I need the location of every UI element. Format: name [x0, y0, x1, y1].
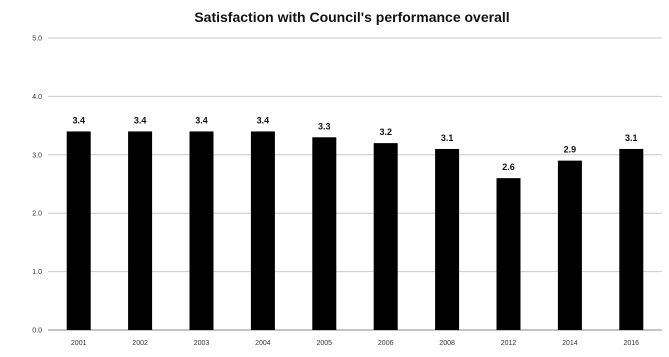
x-tick-label-2004: 2004	[255, 340, 271, 347]
data-label-2005: 3.3	[318, 121, 331, 131]
bar-2001	[66, 131, 91, 330]
data-label-2004: 3.4	[257, 115, 270, 125]
data-label-2014: 2.9	[564, 145, 577, 155]
x-tick-label-2005: 2005	[317, 340, 333, 347]
data-labels: 3.4 3.4 3.4 3.4 3.3 3.2 3.1 2.6 2.9 3.1	[72, 115, 637, 172]
data-label-2002: 3.4	[134, 115, 147, 125]
y-tick-label: 4.0	[32, 94, 42, 101]
x-tick-label-2014: 2014	[562, 340, 578, 347]
x-tick-label-2001: 2001	[71, 340, 87, 347]
bar-2014	[557, 160, 582, 330]
bar-2006	[373, 143, 398, 330]
bar-2003	[189, 131, 214, 330]
y-tick-label: 5.0	[32, 36, 42, 43]
x-tick-label-2006: 2006	[378, 340, 394, 347]
x-tick-label-2016: 2016	[624, 340, 640, 347]
y-tick-label: 0.0	[32, 328, 42, 335]
x-axis-ticks: 2001 2002 2003 2004 2005 2006 2008 2012 2014 2016	[71, 340, 639, 347]
data-label-2008: 3.1	[441, 133, 454, 143]
x-tick-label-2012: 2012	[501, 340, 517, 347]
x-tick-label-2008: 2008	[439, 340, 455, 347]
data-label-2012: 2.6	[502, 162, 515, 172]
chart-title: Satisfaction with Council's performance …	[194, 9, 509, 25]
y-tick-label: 1.0	[32, 269, 42, 276]
y-tick-label: 2.0	[32, 211, 42, 218]
bars	[66, 131, 644, 330]
data-label-2016: 3.1	[625, 133, 638, 143]
bar-2016	[619, 148, 644, 330]
bar-2004	[250, 131, 275, 330]
x-tick-label-2002: 2002	[132, 340, 148, 347]
y-tick-label: 3.0	[32, 152, 42, 159]
data-label-2006: 3.2	[379, 127, 392, 137]
bar-2012	[496, 178, 521, 330]
data-label-2003: 3.4	[195, 115, 208, 125]
x-tick-label-2003: 2003	[194, 340, 210, 347]
y-axis-ticks: 0.0 1.0 2.0 3.0 4.0 5.0	[32, 36, 42, 335]
bar-2002	[128, 131, 153, 330]
data-label-2001: 3.4	[72, 115, 85, 125]
bar-2008	[435, 148, 460, 330]
bar-2005	[312, 137, 337, 330]
